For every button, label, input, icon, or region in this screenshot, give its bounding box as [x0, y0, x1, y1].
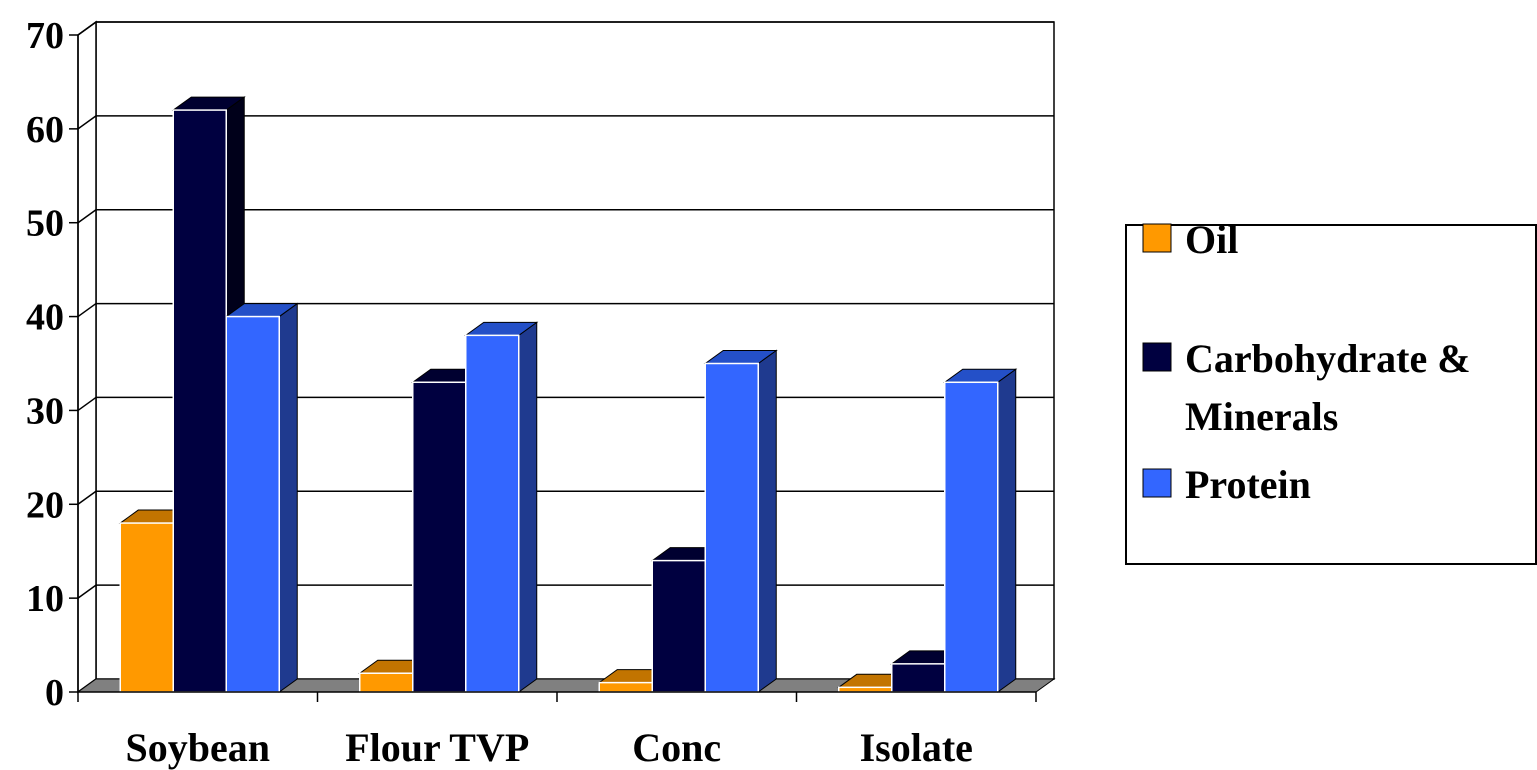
gridline-side: [77, 209, 97, 224]
y-axis-ticks: 0 10 20 30 40 50 60 70: [26, 15, 78, 714]
y-tick-label-70: 70: [26, 15, 64, 57]
gridline-side: [77, 302, 97, 318]
bar-front: [465, 334, 520, 693]
bar-side: [997, 368, 1017, 693]
bar-front: [704, 362, 759, 693]
gridline-side: [77, 490, 97, 505]
x-tick-label-conc: Conc: [632, 725, 721, 770]
legend-label-carbohydrate: Carbohydrate &: [1185, 336, 1471, 381]
bar-front: [225, 315, 280, 693]
bar-front: [172, 109, 227, 693]
x-axis-ticks: Soybean Flour TVP Conc Isolate: [77, 692, 1037, 770]
y-tick-label-20: 20: [26, 484, 64, 526]
legend-swatch-protein: [1142, 468, 1172, 498]
legend-label-oil: Oil: [1185, 217, 1238, 262]
bar-front: [891, 663, 946, 693]
bar-front: [651, 559, 706, 693]
bar-front: [944, 381, 999, 693]
bar-front: [119, 522, 174, 693]
y-tick-label-30: 30: [26, 390, 64, 432]
legend-box: [1125, 224, 1537, 565]
y-tick-label-10: 10: [26, 578, 64, 620]
gridline-side: [77, 115, 97, 130]
bar-isolate-protein: [943, 368, 1018, 693]
legend: Oil Carbohydrate & Minerals Protein: [1125, 217, 1537, 565]
bars: [118, 96, 1018, 693]
y-tick-label-40: 40: [26, 297, 64, 339]
legend-swatch-oil: [1142, 223, 1172, 253]
bar-front: [598, 681, 653, 693]
gridline-side: [77, 21, 97, 36]
legend-label-carbohydrate-line2: Minerals: [1185, 394, 1338, 439]
x-tick-label-soybean: Soybean: [126, 725, 271, 770]
bar-side: [278, 302, 298, 693]
legend-label-protein: Protein: [1185, 462, 1311, 507]
legend-swatch-carbohydrate: [1142, 342, 1172, 372]
x-tick-label-isolate: Isolate: [860, 725, 973, 770]
bar-conc-protein: [703, 349, 778, 693]
bar-side: [518, 321, 538, 693]
bar-flour-tvp-protein: [464, 321, 539, 693]
y-tick-label-50: 50: [26, 203, 64, 245]
gridline-side: [77, 584, 97, 599]
bar-side: [757, 349, 777, 693]
gridline-side: [77, 396, 97, 412]
y-tick-label-0: 0: [45, 672, 64, 714]
bar-soybean-protein: [224, 302, 299, 693]
bar-front: [359, 672, 414, 693]
y-tick-label-60: 60: [26, 109, 64, 151]
bar-front: [412, 381, 467, 693]
x-tick-label-flour-tvp: Flour TVP: [345, 725, 529, 770]
